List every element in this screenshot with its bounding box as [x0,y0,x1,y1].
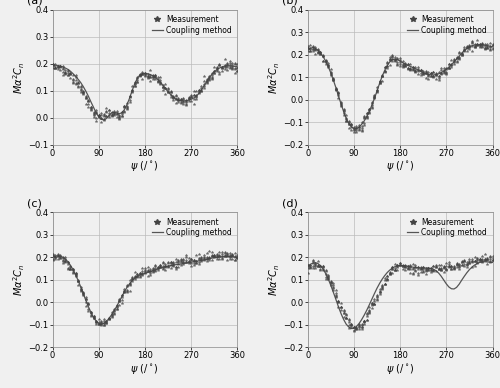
Text: (b): (b) [282,0,298,6]
Legend: Measurement, Coupling method: Measurement, Coupling method [406,216,488,239]
Y-axis label: $M\alpha^2C_n$: $M\alpha^2C_n$ [266,263,282,296]
Y-axis label: $M\alpha^2C_n$: $M\alpha^2C_n$ [11,61,27,94]
Legend: Measurement, Coupling method: Measurement, Coupling method [406,14,488,36]
X-axis label: $\psi$ $(/^\circ)$: $\psi$ $(/^\circ)$ [130,362,160,376]
Legend: Measurement, Coupling method: Measurement, Coupling method [150,216,234,239]
X-axis label: $\psi$ $(/^\circ)$: $\psi$ $(/^\circ)$ [386,362,414,376]
X-axis label: $\psi$ $(/^\circ)$: $\psi$ $(/^\circ)$ [386,159,414,173]
Legend: Measurement, Coupling method: Measurement, Coupling method [150,14,234,36]
Text: (a): (a) [26,0,42,6]
X-axis label: $\psi$ $(/^\circ)$: $\psi$ $(/^\circ)$ [130,159,160,173]
Text: (c): (c) [26,198,42,208]
Y-axis label: $M\alpha^2C_n$: $M\alpha^2C_n$ [266,61,282,94]
Text: (d): (d) [282,198,298,208]
Y-axis label: $M\alpha^2C_n$: $M\alpha^2C_n$ [11,263,27,296]
